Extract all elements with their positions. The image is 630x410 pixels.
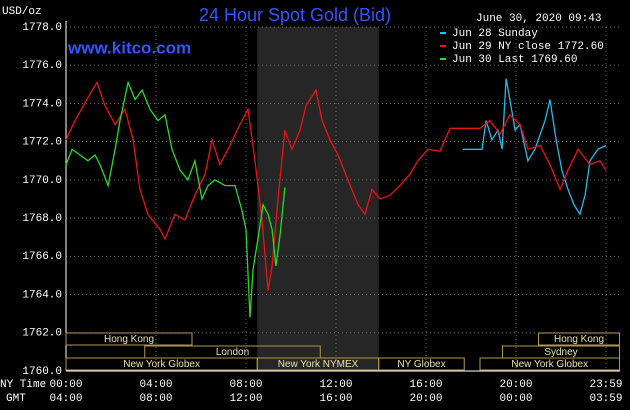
y-tick-label: 1768.0	[22, 213, 62, 225]
y-tick-label: 1778.0	[22, 22, 62, 34]
x-tick-label: 16:00	[409, 379, 442, 391]
series-line	[65, 80, 286, 318]
session-label: New York Globex	[123, 359, 200, 370]
x2-tick-label: 12:00	[229, 393, 262, 405]
session-highlight	[257, 27, 379, 371]
y-tick-label: 1770.0	[22, 175, 62, 187]
session-label: NY Globex	[397, 359, 445, 370]
y-tick-label: 1766.0	[22, 251, 62, 263]
x2-tick-label: 08:00	[139, 393, 172, 405]
x2-tick-label: 20:00	[409, 393, 442, 405]
session-label: Sydney	[544, 347, 577, 358]
x2-tick-label: 04:00	[49, 393, 82, 405]
x2-tick-label: 16:00	[319, 393, 352, 405]
legend-label: Jun 29 NY close 1772.60	[452, 41, 604, 53]
x-tick-label: 12:00	[319, 379, 352, 391]
y-tick-label: 1764.0	[22, 289, 62, 301]
series-line	[65, 80, 607, 291]
session-label: London	[216, 347, 249, 358]
y-axis-label: USD/oz	[2, 6, 42, 18]
y-tick-label: 1774.0	[22, 98, 62, 110]
session-box	[479, 357, 620, 371]
legend-label: Jun 30 Last 1769.60	[452, 54, 577, 66]
y-tick-label: 1762.0	[22, 328, 62, 340]
series-line	[462, 78, 607, 216]
legend-label: Jun 28 Sunday	[452, 28, 538, 40]
x-tick-label: 04:00	[139, 379, 172, 391]
session-label: New York Globex	[511, 359, 588, 370]
y-tick-label: 1776.0	[22, 60, 62, 72]
x2-tick-label: 03:59	[589, 393, 622, 405]
x-tick-label: 20:00	[499, 379, 532, 391]
subtitle: www.kitco.com	[67, 38, 191, 57]
y-tick-label: 1760.0	[22, 366, 62, 378]
x2-axis-label: GMT	[6, 393, 26, 405]
session-box	[538, 332, 620, 346]
x-tick-label: 00:00	[49, 379, 82, 391]
timestamp: June 30, 2020 09:43	[476, 13, 601, 25]
x-tick-label: 23:59	[589, 379, 622, 391]
session-label: Hong Kong	[104, 334, 154, 345]
session-box	[378, 357, 465, 371]
session-box	[65, 332, 193, 346]
y-tick-label: 1772.0	[22, 137, 62, 149]
chart-title: 24 Hour Spot Gold (Bid)	[199, 5, 391, 25]
x-tick-label: 08:00	[229, 379, 262, 391]
x2-tick-label: 00:00	[499, 393, 532, 405]
session-label: New York NYMEX	[278, 359, 359, 370]
x-axis-label: NY Time	[0, 379, 46, 391]
session-label: Hong Kong	[554, 334, 604, 345]
